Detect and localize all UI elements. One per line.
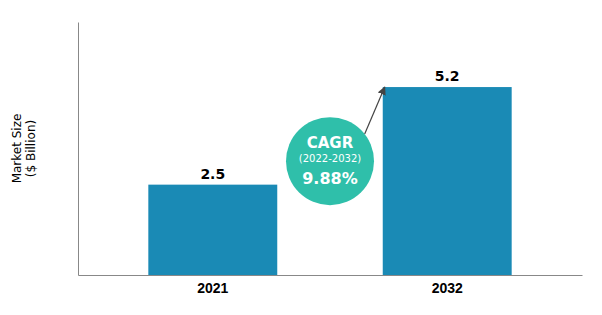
cagr-text: 9.88% <box>302 169 358 188</box>
y-axis-title: Market Size($ Billion) <box>10 114 38 184</box>
annotation-arrow <box>365 87 385 134</box>
cagr-text: CAGR <box>307 134 354 152</box>
cagr-annotation: CAGR(2022-2032) 9.88% <box>286 87 385 205</box>
cagr-text: (2022-2032) <box>299 153 361 164</box>
data-label: 5.2 <box>435 68 460 84</box>
x-axis-line <box>79 275 583 276</box>
x-tick: 2032 <box>432 275 463 296</box>
x-tick-label: 2021 <box>197 280 228 296</box>
bar <box>148 185 277 275</box>
bars <box>148 87 511 275</box>
y-axis-line <box>78 23 79 276</box>
cagr-circle <box>286 117 374 205</box>
plot: 2021 2032 2.5 5.2 CAGR(2022-2032) 9.88% <box>79 23 583 296</box>
y-axis <box>78 23 79 276</box>
x-tick: 2021 <box>197 275 228 296</box>
bar <box>383 87 512 275</box>
data-label: 2.5 <box>200 166 225 182</box>
x-tick-label: 2032 <box>432 280 463 296</box>
x-axis: 2021 2032 <box>79 275 583 296</box>
chart-svg: 2021 2032 2.5 5.2 CAGR(2022-2032) 9.88% Market… <box>0 0 602 315</box>
chart-container: 2021 2032 2.5 5.2 CAGR(2022-2032) 9.88% Market… <box>0 0 602 315</box>
